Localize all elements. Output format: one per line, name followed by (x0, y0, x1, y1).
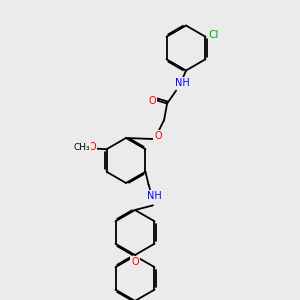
Text: O: O (154, 130, 162, 141)
Text: CH₃: CH₃ (73, 143, 90, 152)
Text: NH: NH (147, 191, 162, 201)
Text: O: O (131, 256, 139, 267)
Text: Cl: Cl (209, 30, 219, 40)
Text: NH: NH (175, 78, 190, 88)
Text: O: O (148, 95, 156, 106)
Text: O: O (88, 142, 96, 152)
